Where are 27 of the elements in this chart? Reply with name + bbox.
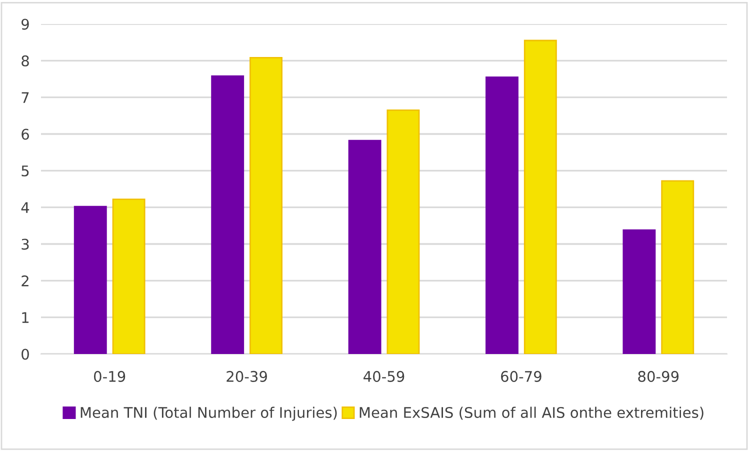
y-tick-label: 6 (22, 128, 29, 140)
legend-label: Mean ExSAIS (Sum of all AIS onthe extremities) (360, 406, 704, 420)
legend-label: Mean TNI (Total Number of Injuries) (80, 406, 337, 421)
y-tick-label: 8 (22, 55, 29, 66)
bar (486, 76, 518, 354)
x-tick-label: 60-79 (501, 370, 542, 382)
bar (74, 206, 107, 354)
y-tick-label: 9 (22, 18, 29, 30)
y-tick-label: 0 (22, 348, 29, 360)
x-tick-label: 40-59 (364, 370, 404, 382)
x-tick-label: 0-19 (94, 370, 126, 382)
bar (622, 229, 656, 354)
x-tick-label: 80-99 (638, 370, 679, 382)
bar (348, 140, 382, 354)
y-tick-label: 1 (22, 312, 29, 323)
bar (661, 180, 694, 354)
bar (386, 109, 420, 354)
y-tick-label: 3 (22, 238, 29, 250)
y-tick-label: 5 (22, 166, 29, 176)
bar (112, 198, 146, 354)
bar (250, 57, 282, 354)
bar (211, 75, 244, 354)
y-tick-label: 4 (21, 202, 30, 213)
y-tick-label: 7 (22, 92, 29, 103)
bar (524, 40, 557, 354)
x-tick-label: 20-39 (226, 370, 267, 382)
y-tick-label: 2 (22, 275, 28, 286)
